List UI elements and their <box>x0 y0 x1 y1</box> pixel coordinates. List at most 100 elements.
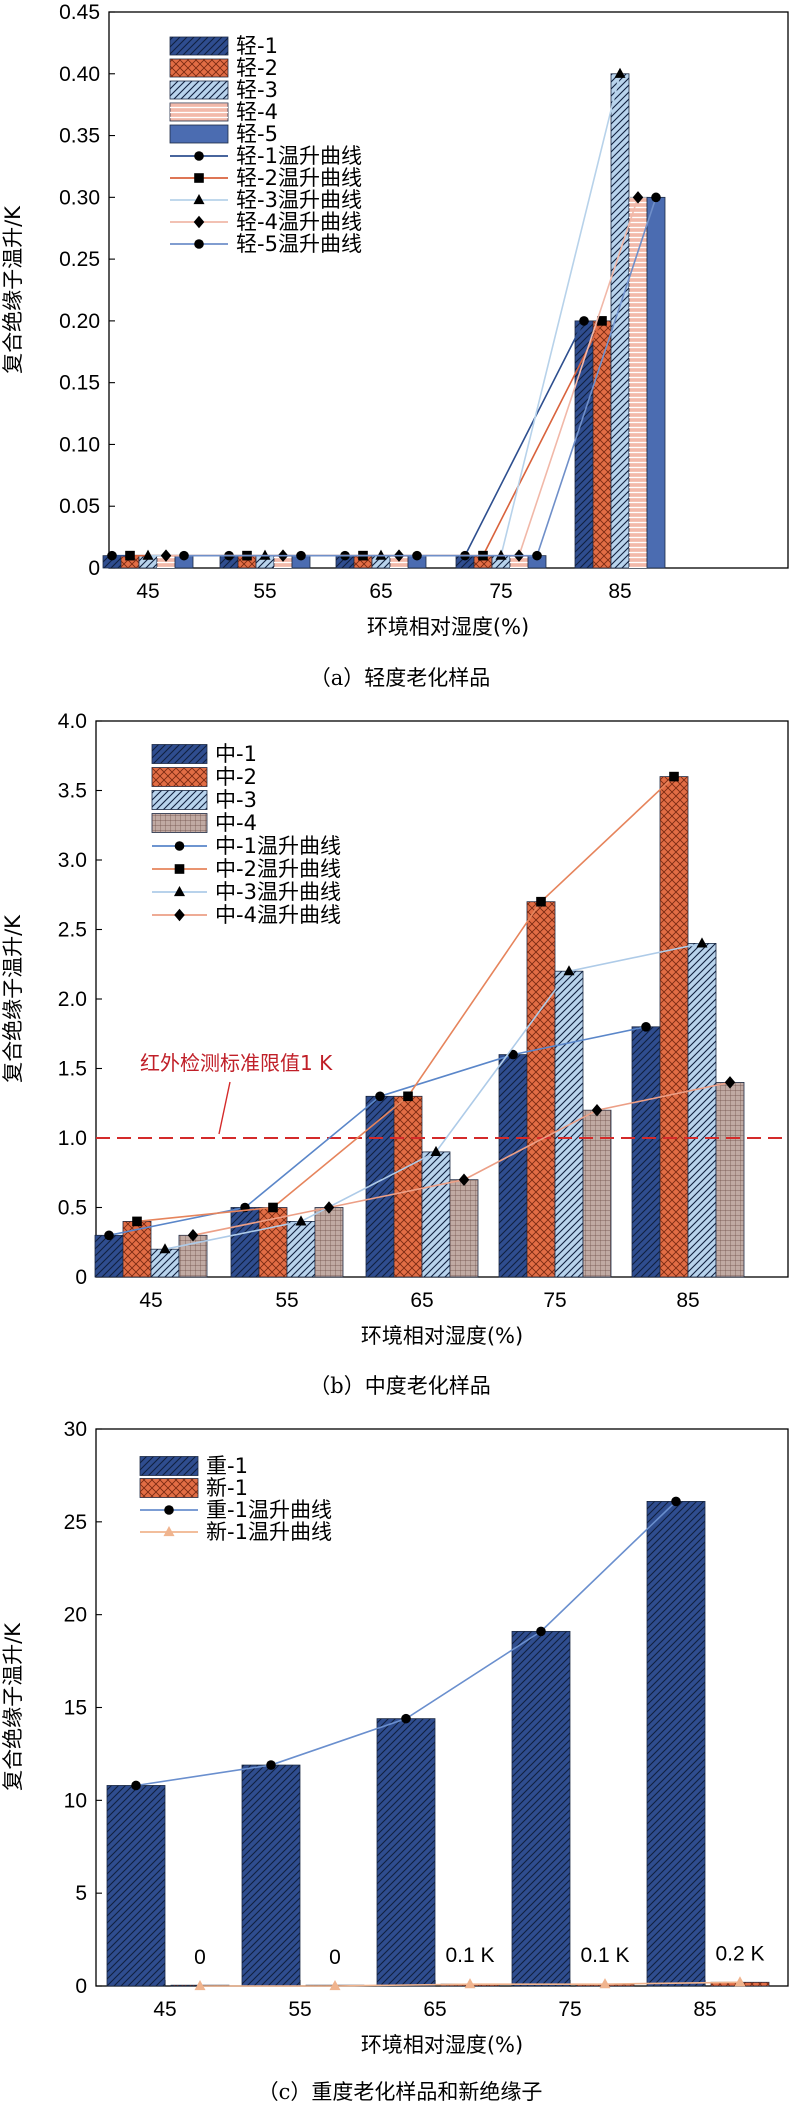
curve-point-中-2 <box>536 896 546 907</box>
legend-label-轻-4温升曲线: 轻-4温升曲线 <box>236 210 362 234</box>
curve-point-中-3 <box>295 1215 307 1226</box>
legend-label-中-2温升曲线: 中-2温升曲线 <box>215 857 341 881</box>
y-tick-label: 0.10 <box>59 433 100 456</box>
legend-marker-中-3温升曲线 <box>173 886 186 897</box>
curve-轻-3温升曲线 <box>148 73 621 557</box>
y-tick-label: 0.20 <box>59 310 100 333</box>
panel-c-x-axis: 45 55 65 75 85 <box>153 1980 717 2021</box>
curve-point-中-3 <box>696 937 708 948</box>
curve-point-轻-4 <box>160 549 172 562</box>
legend-hatch-轻-4 <box>170 103 228 121</box>
legend-hatch-中-1 <box>152 744 207 764</box>
y-tick-label: 5 <box>75 1882 87 1905</box>
curve-point-中-4 <box>724 1076 736 1089</box>
curve-point-轻-1 <box>579 316 589 326</box>
bar-hatch-重-1 <box>107 1785 165 1986</box>
y-tick-label: 1.5 <box>58 1058 87 1081</box>
bar-hatch-中-4 <box>583 1110 611 1277</box>
panel-a-caption: （a）轻度老化样品 <box>310 666 491 690</box>
y-tick-label: 0 <box>88 557 100 580</box>
bar-hatch-中-2 <box>660 776 688 1277</box>
panel-b-x-axis: 45 55 65 75 85 <box>139 1271 700 1312</box>
y-tick-label: 0.40 <box>59 63 100 86</box>
y-tick-label: 1.0 <box>58 1127 87 1150</box>
panel-c-curves <box>131 1496 746 1991</box>
y-tick-label: 0.25 <box>59 248 100 271</box>
bar-hatch-轻-1 <box>456 555 474 568</box>
bar-hatch-中-4 <box>315 1207 343 1277</box>
legend-hatch-中-3 <box>152 790 207 810</box>
y-tick-label: 2.0 <box>58 988 87 1011</box>
bar-hatch-中-1 <box>231 1207 259 1277</box>
panel-b-curves <box>104 771 736 1254</box>
panel-a-curves <box>107 67 661 562</box>
y-tick-label: 20 <box>64 1604 87 1627</box>
bar-hatch-轻-1 <box>575 320 593 568</box>
bar-hatch-中-1 <box>499 1054 527 1277</box>
legend-marker-轻-1温升曲线 <box>194 151 204 161</box>
legend-label-中-4温升曲线: 中-4温升曲线 <box>215 903 341 927</box>
curve-point-轻-2 <box>597 316 607 326</box>
bar-hatch-中-4 <box>716 1082 744 1277</box>
bar-hatch-轻-4 <box>629 197 647 569</box>
x-tick-label: 55 <box>288 1998 311 2021</box>
curve-point-中-2 <box>268 1202 278 1213</box>
x-tick-label: 45 <box>153 1998 176 2021</box>
curve-point-中-3 <box>430 1145 442 1156</box>
bar-hatch-中-2 <box>394 1096 422 1277</box>
y-tick-label: 30 <box>64 1418 87 1441</box>
legend-label-中-4: 中-4 <box>215 811 257 835</box>
curve-point-中-4 <box>323 1201 335 1214</box>
legend-marker-轻-4温升曲线 <box>193 215 205 229</box>
y-tick-label: 2.5 <box>58 919 87 942</box>
bar-hatch-中-2 <box>123 1221 151 1277</box>
x-tick-label: 65 <box>369 580 392 603</box>
x-tick-label: 75 <box>543 1289 566 1312</box>
y-tick-label: 0 <box>75 1266 87 1289</box>
curve-point-重-1 <box>131 1780 141 1791</box>
value-label: 0.2 K <box>715 1942 764 1965</box>
panel-a-x-label: 环境相对湿度(%) <box>367 615 529 639</box>
legend-marker-轻-5温升曲线 <box>194 239 204 249</box>
panel-a-y-axis: 0 0.05 0.10 0.15 0.20 0.25 0.30 0.35 0.40 0.45 <box>59 1 115 580</box>
curve-point-轻-5 <box>412 550 422 561</box>
y-tick-label: 0.05 <box>59 495 100 518</box>
legend-swatch-轻-5 <box>169 124 229 144</box>
curve-point-轻-2 <box>125 550 135 561</box>
curve-point-中-1 <box>508 1049 518 1060</box>
curve-point-中-4 <box>458 1173 470 1186</box>
legend-hatch-中-2 <box>152 767 207 787</box>
curve-point-中-4 <box>591 1103 603 1117</box>
curve-point-新-1 <box>599 1978 611 1989</box>
legend-marker-轻-3温升曲线 <box>193 194 205 205</box>
legend-label-轻-1: 轻-1 <box>236 34 278 58</box>
bar-hatch-中-2 <box>259 1207 287 1277</box>
panel-c-y-axis: 0 5 10 15 20 25 30 <box>64 1418 102 1998</box>
legend-label-中-1温升曲线: 中-1温升曲线 <box>215 834 341 858</box>
x-tick-label: 55 <box>253 580 276 603</box>
legend-hatch-中-4 <box>152 813 207 833</box>
curve-point-中-2 <box>403 1091 413 1102</box>
bar-hatch-中-3 <box>422 1151 450 1277</box>
x-tick-label: 45 <box>136 580 159 603</box>
threshold-label: 红外检测标准限值1 K <box>140 1051 333 1075</box>
curve-point-轻-3 <box>375 549 387 560</box>
y-tick-label: 10 <box>64 1789 87 1812</box>
x-tick-label: 65 <box>423 1998 446 2021</box>
curve-point-轻-1 <box>107 550 117 561</box>
legend-label-重-1: 重-1 <box>206 1454 248 1478</box>
bar-hatch-中-3 <box>287 1221 315 1277</box>
value-label: 0.1 K <box>580 1944 629 1967</box>
y-tick-label: 25 <box>64 1511 87 1534</box>
y-tick-label: 0.35 <box>59 125 100 148</box>
bar-hatch-中-4 <box>450 1179 478 1277</box>
legend-label-轻-2温升曲线: 轻-2温升曲线 <box>236 166 362 190</box>
bar-hatch-中-3 <box>151 1249 179 1277</box>
bar-hatch-中-1 <box>632 1026 660 1277</box>
x-tick-label: 65 <box>410 1289 433 1312</box>
legend-marker-中-4温升曲线 <box>174 908 185 922</box>
x-tick-label: 85 <box>608 580 631 603</box>
panel-c-heavy-aging-and-new: 0 5 10 15 20 25 30 45 55 65 75 85 0 0 0.1 K 0.1 K 0.2 … <box>1 1418 789 2104</box>
legend-label-轻-5温升曲线: 轻-5温升曲线 <box>236 232 362 256</box>
curve-point-重-1 <box>401 1713 411 1724</box>
